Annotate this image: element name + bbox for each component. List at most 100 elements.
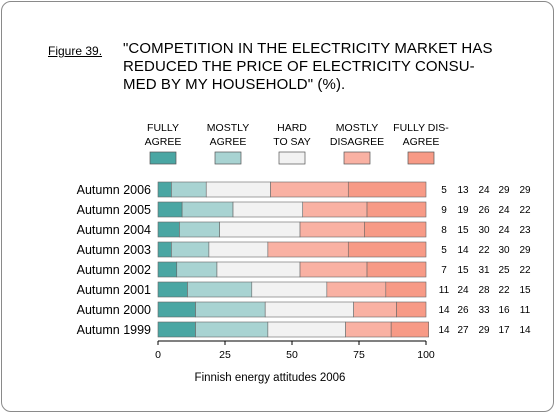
bar-segment-r2-s4 bbox=[302, 201, 368, 218]
value-label-r3-s1: 8 bbox=[441, 225, 447, 236]
bar-segment-r4-s4 bbox=[267, 241, 349, 258]
chart-title-line-1: "COMPETITION IN THE ELECTRICITY MARKET H… bbox=[123, 40, 493, 57]
bar-segment-r7-s3 bbox=[264, 301, 354, 318]
category-label-7: Autumn 2000 bbox=[77, 303, 151, 317]
legend-label-line1-2: MOSTLY bbox=[207, 122, 249, 134]
value-label-r3-s4: 24 bbox=[498, 225, 510, 236]
value-label-r1-s2: 13 bbox=[457, 185, 469, 196]
value-label-r3-s5: 23 bbox=[519, 225, 531, 236]
bar-segment-r3-s3 bbox=[219, 221, 301, 238]
bar-segment-r6-s2 bbox=[187, 281, 253, 298]
value-label-r7-s1: 14 bbox=[438, 305, 450, 316]
value-label-r5-s5: 22 bbox=[519, 265, 531, 276]
category-label-1: Autumn 2006 bbox=[77, 183, 151, 197]
bar-segment-r4-s1 bbox=[157, 241, 172, 258]
value-label-r5-s4: 25 bbox=[498, 265, 510, 276]
bar-segment-r1-s5 bbox=[347, 181, 427, 198]
bar-segment-r2-s3 bbox=[232, 201, 304, 218]
value-label-r6-s3: 28 bbox=[478, 285, 490, 296]
bar-segment-r5-s3 bbox=[216, 261, 301, 278]
category-label-4: Autumn 2003 bbox=[77, 243, 151, 257]
value-label-r7-s4: 16 bbox=[498, 305, 510, 316]
x-tick-label-2: 25 bbox=[219, 349, 231, 361]
value-label-r2-s3: 26 bbox=[478, 205, 490, 216]
value-label-r7-s5: 11 bbox=[520, 305, 531, 316]
category-label-6: Autumn 2001 bbox=[77, 283, 151, 297]
value-label-r4-s5: 29 bbox=[519, 245, 531, 256]
value-label-r7-s2: 26 bbox=[457, 305, 469, 316]
bar-segment-r4-s5 bbox=[347, 241, 427, 258]
value-label-r8-s3: 29 bbox=[478, 325, 490, 336]
value-label-r4-s3: 22 bbox=[478, 245, 490, 256]
value-label-r1-s4: 29 bbox=[498, 185, 510, 196]
category-label-5: Autumn 2002 bbox=[77, 263, 151, 277]
value-label-r2-s5: 22 bbox=[519, 205, 531, 216]
bar-segment-r6-s5 bbox=[385, 281, 427, 298]
bar-segment-r4-s2 bbox=[171, 241, 210, 258]
value-label-r4-s4: 30 bbox=[498, 245, 510, 256]
bar-segment-r8-s4 bbox=[345, 321, 392, 338]
bar-segment-r7-s1 bbox=[157, 301, 196, 318]
bar-segment-r1-s4 bbox=[270, 181, 349, 198]
x-tick-label-5: 100 bbox=[417, 349, 435, 361]
value-label-r6-s2: 24 bbox=[457, 285, 469, 296]
value-label-r5-s1: 7 bbox=[441, 265, 447, 276]
value-label-r5-s3: 31 bbox=[478, 265, 490, 276]
bar-segment-r3-s2 bbox=[179, 221, 220, 238]
bar-segment-r8-s5 bbox=[390, 321, 429, 338]
value-label-r4-s1: 5 bbox=[441, 245, 447, 256]
x-axis-caption: Finnish energy attitudes 2006 bbox=[195, 372, 346, 384]
legend-swatch-5 bbox=[407, 151, 435, 165]
bar-segment-r6-s4 bbox=[326, 281, 387, 298]
x-tick-label-4: 75 bbox=[353, 349, 365, 361]
bar-segment-r6-s1 bbox=[157, 281, 188, 298]
bar-segment-r7-s2 bbox=[195, 301, 266, 318]
bar-segment-r7-s5 bbox=[396, 301, 427, 318]
value-label-r8-s4: 17 bbox=[498, 325, 510, 336]
value-label-r8-s2: 27 bbox=[457, 325, 469, 336]
bar-segment-r1-s2 bbox=[171, 181, 207, 198]
bar-segment-r8-s1 bbox=[157, 321, 196, 338]
figure-label: Figure 39. bbox=[48, 44, 103, 58]
value-label-r5-s2: 15 bbox=[457, 265, 469, 276]
value-label-r6-s1: 11 bbox=[439, 285, 450, 296]
bar-segment-r7-s4 bbox=[353, 301, 397, 318]
legend-label-line1-3: HARD bbox=[277, 122, 307, 134]
legend-swatch-2 bbox=[214, 151, 242, 165]
chart-title-line-3: MED BY MY HOUSEHOLD" (%). bbox=[123, 76, 346, 93]
bar-segment-r8-s2 bbox=[195, 321, 269, 338]
bar-segment-r1-s3 bbox=[205, 181, 271, 198]
value-label-r8-s1: 14 bbox=[438, 325, 450, 336]
value-label-r3-s3: 30 bbox=[478, 225, 490, 236]
value-label-r4-s2: 14 bbox=[457, 245, 469, 256]
bar-segment-r2-s5 bbox=[366, 201, 427, 218]
value-label-r7-s3: 33 bbox=[478, 305, 490, 316]
category-label-3: Autumn 2004 bbox=[77, 223, 151, 237]
value-label-r3-s2: 15 bbox=[457, 225, 469, 236]
value-label-r2-s1: 9 bbox=[441, 205, 447, 216]
legend-swatch-3 bbox=[278, 151, 306, 165]
bar-segment-r5-s5 bbox=[366, 261, 427, 278]
bar-segment-r2-s2 bbox=[181, 201, 234, 218]
legend-swatch-4 bbox=[343, 151, 371, 165]
value-label-r1-s5: 29 bbox=[519, 185, 531, 196]
x-tick-label-1: 0 bbox=[155, 349, 161, 361]
bar-segment-r3-s5 bbox=[364, 221, 427, 238]
bar-segment-r1-s1 bbox=[157, 181, 172, 198]
bar-segment-r3-s4 bbox=[299, 221, 365, 238]
bar-segment-r4-s3 bbox=[208, 241, 269, 258]
legend-label-line2-5: AGREE bbox=[403, 136, 440, 148]
value-label-r1-s3: 24 bbox=[478, 185, 490, 196]
value-label-r6-s5: 15 bbox=[519, 285, 531, 296]
bar-segment-r2-s1 bbox=[157, 201, 183, 218]
value-label-r6-s4: 22 bbox=[498, 285, 510, 296]
value-label-r8-s5: 14 bbox=[519, 325, 531, 336]
value-label-r2-s2: 19 bbox=[457, 205, 469, 216]
value-label-r1-s1: 5 bbox=[441, 185, 447, 196]
legend-label-line2-1: AGREE bbox=[145, 136, 182, 148]
legend-label-line2-3: TO SAY bbox=[273, 136, 311, 148]
x-tick-label-3: 50 bbox=[286, 349, 298, 361]
legend-label-line1-5: FULLY DIS- bbox=[393, 122, 449, 134]
category-label-2: Autumn 2005 bbox=[77, 203, 151, 217]
